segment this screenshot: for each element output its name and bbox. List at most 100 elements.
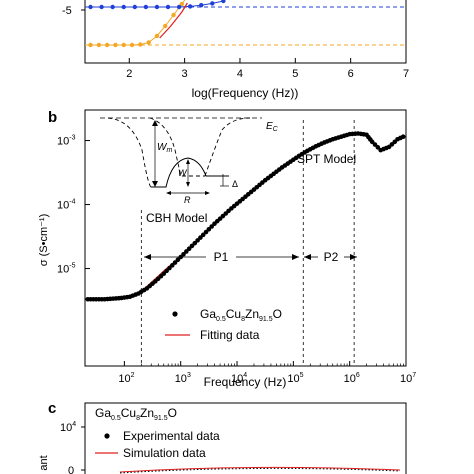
data-point [209,224,214,229]
panel-b-legend: Ga0.5Cu8Zn91.5O Fitting data [165,307,282,342]
legend-sample-marker [172,311,178,317]
panel-a-point [104,42,110,48]
panel-a-point [121,42,126,48]
panel-c-label: c [48,400,56,417]
legend-fit-label: Fitting data [200,328,260,342]
panel-a-point [179,1,185,7]
inset-wm-label: Wm [157,142,172,154]
region-p2-label: P2 [324,250,339,264]
data-point [372,142,378,147]
panel-b-label: b [48,109,57,126]
panel-a: -5 2 3 4 5 6 7 log(Frequency (Hz)) [62,0,409,100]
inset-ec-label: EC [266,121,279,133]
panel-a-point [138,42,143,47]
panel-c-ytick-1e4: 104 [60,421,76,434]
data-point [369,139,375,145]
panel-a-point [171,12,176,18]
legend-exp-marker [104,433,110,439]
panel-a-xtick-label: 3 [182,68,188,80]
panel-a-xtick-label: 6 [348,68,354,80]
panel-a-point [154,4,160,10]
data-point [172,260,178,265]
panel-a-xtick-label: 2 [126,68,132,80]
data-point [186,246,192,251]
panel-a-point [199,2,204,8]
panel-a-point [154,33,160,39]
panel-a-xtick-label: 7 [403,68,409,80]
panel-a-point [129,42,135,48]
inset-well-left [107,117,152,188]
panel-b-xtick-label: 107 [400,372,416,385]
panel-a-point [88,42,93,48]
panel-a-point [132,4,138,10]
data-point [203,229,209,235]
data-point [189,243,195,249]
panel-b-series [85,131,406,302]
legend-sim-label: Simulation data [123,446,206,460]
inset-barrier [151,157,229,188]
panel-a-point [221,0,226,4]
panel-c-sample-label: Ga0.5Cu8Zn91.5O [95,406,177,422]
inset-r-label: R [184,195,191,205]
data-point [400,134,406,139]
data-point [192,240,198,246]
panel-c-exp-curve [119,467,401,474]
panel-b-xtick-label: 104 [231,372,247,385]
data-point [198,235,203,240]
panel-a-xlabel: log(Frequency (Hz)) [192,86,299,100]
panel-b-xtick-label: 103 [175,372,191,385]
panel-a-point [165,4,171,10]
panel-b-xtick-label: 105 [287,372,303,385]
spt-model-label: SPT Model [297,152,356,166]
panel-c-frame [84,402,407,474]
panel-b-xtick-label: 106 [344,372,360,385]
panel-c: c 104 0 ant Ga0.5Cu8Zn91.5O Experimental… [38,400,407,474]
panel-b-ytick-label: 10-5 [57,263,76,276]
legend-sample-label: Ga0.5Cu8Zn91.5O [200,307,282,323]
panel-c-ytick-0: 0 [68,465,74,474]
panel-b-ytick-label: 10-4 [57,199,76,212]
panel-c-ylabel-partial: ant [38,455,50,470]
panel-b-xtick-label: 102 [118,372,134,385]
panel-b: b 102 103 104 105 106 107 10-5 10-4 10-3 P1 P2 [38,109,416,389]
inset-delta-label: Δ [232,179,238,189]
panel-a-point [143,4,149,10]
panel-a-point [187,4,193,9]
panel-b-ytick-label: 10-3 [57,135,76,148]
inset-well-right [204,117,251,177]
panel-a-point [146,40,151,45]
panel-a-point [110,4,115,10]
cbh-model-label: CBH Model [146,211,207,225]
data-point [169,263,175,268]
region-p1-arrow [144,254,299,260]
panel-a-frame [84,0,407,64]
panel-c-sim-curve [119,466,401,473]
panel-a-point [96,42,102,48]
panel-a-xtick-label: 5 [292,68,298,80]
panel-a-xtick-label: 4 [237,68,243,80]
data-point [206,226,212,232]
panel-a-fit-line [159,2,188,39]
data-point [164,268,169,274]
panel-a-point [113,42,118,48]
panel-a-point [88,4,93,10]
panel-b-frame [84,109,407,367]
panel-a-series [88,0,226,48]
panel-b-xlabel: Frequency (Hz) [204,375,287,389]
data-point [167,265,172,271]
data-point [200,232,206,238]
panel-a-point [121,4,126,10]
inset-well-middle [149,117,205,177]
data-point [181,251,186,257]
panel-a-point [176,4,182,10]
region-p2-arrow [304,254,357,260]
panel-a-point [163,23,168,29]
data-point [195,238,200,243]
cbh-inset-diagram: EC Wm W R Δ [100,117,279,205]
data-point [175,257,181,263]
legend-exp-label: Experimental data [123,429,220,443]
inset-w-label: W [178,168,188,178]
data-point [178,254,183,260]
panel-a-x-ticks: 2 3 4 5 6 7 [126,58,409,80]
